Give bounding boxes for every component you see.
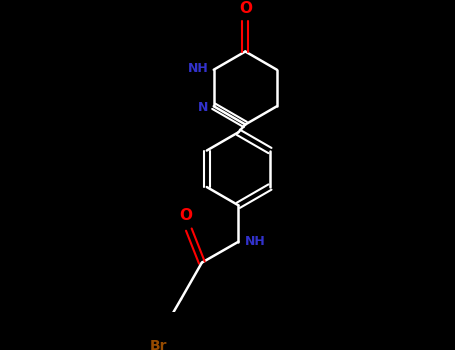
Text: Br: Br bbox=[150, 339, 167, 350]
Text: NH: NH bbox=[245, 235, 266, 248]
Text: N: N bbox=[198, 102, 208, 114]
Text: O: O bbox=[239, 1, 252, 16]
Text: O: O bbox=[179, 208, 192, 223]
Text: NH: NH bbox=[188, 62, 208, 75]
